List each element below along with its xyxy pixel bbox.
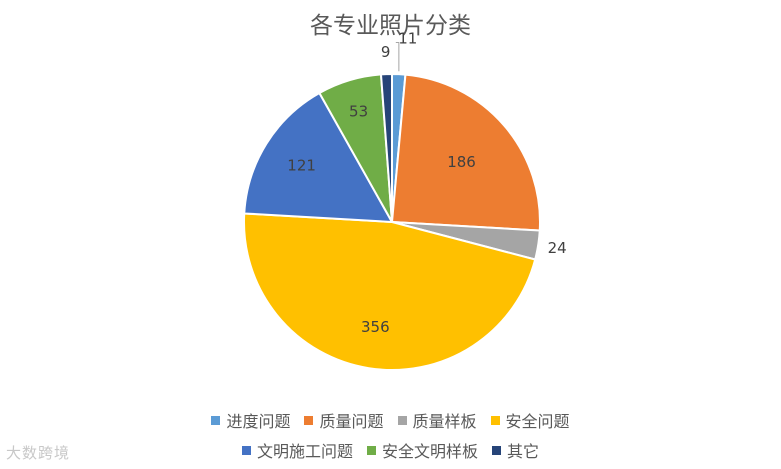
legend-swatch (492, 445, 501, 455)
legend-item-quality-sample: 质量样板 (397, 408, 477, 432)
legend-label: 进度问题 (226, 412, 291, 431)
legend-swatch (304, 415, 314, 425)
legend-item-progress: 进度问题 (211, 408, 290, 432)
legend-label: 文明施工问题 (256, 442, 353, 461)
slice-data-label: 11 (398, 29, 417, 47)
legend-row-1: 进度问题 质量问题 质量样板 安全问题 (0, 408, 781, 432)
legend-row-2: 文明施工问题 安全文明样板 其它 (0, 438, 781, 462)
pie-slice (243, 212, 537, 371)
legend-item-other: 其它 (492, 438, 539, 462)
watermark: 大数跨境 (6, 444, 71, 462)
slice-data-label: 9 (381, 43, 391, 61)
legend-label: 其它 (507, 442, 540, 461)
legend-item-safety: 安全问题 (490, 408, 570, 432)
legend-label: 质量问题 (319, 412, 384, 431)
pie-slice (243, 91, 394, 224)
legend-label: 安全文明样板 (381, 442, 478, 461)
legend-swatch (397, 415, 407, 425)
legend-swatch (241, 445, 251, 455)
legend-swatch (366, 445, 376, 455)
slice-data-label: 121 (287, 157, 316, 175)
slice-data-label: 24 (548, 239, 567, 257)
slice-data-label: 186 (447, 153, 476, 171)
legend-item-quality: 质量问题 (304, 408, 384, 432)
pie-slice (379, 72, 393, 223)
chart-title: 各专业照片分类 (310, 13, 471, 39)
pie-slice (390, 73, 541, 232)
legend-label: 质量样板 (412, 412, 477, 431)
legend-swatch (211, 415, 221, 425)
legend-item-civilized-construction: 文明施工问题 (241, 438, 353, 462)
legend-item-safety-civilized-sample: 安全文明样板 (366, 438, 478, 462)
legend-swatch (490, 415, 500, 425)
leader-line (395, 41, 400, 72)
slice-data-label: 53 (349, 102, 368, 120)
slice-data-label: 356 (361, 318, 390, 336)
legend-label: 安全问题 (505, 412, 570, 431)
